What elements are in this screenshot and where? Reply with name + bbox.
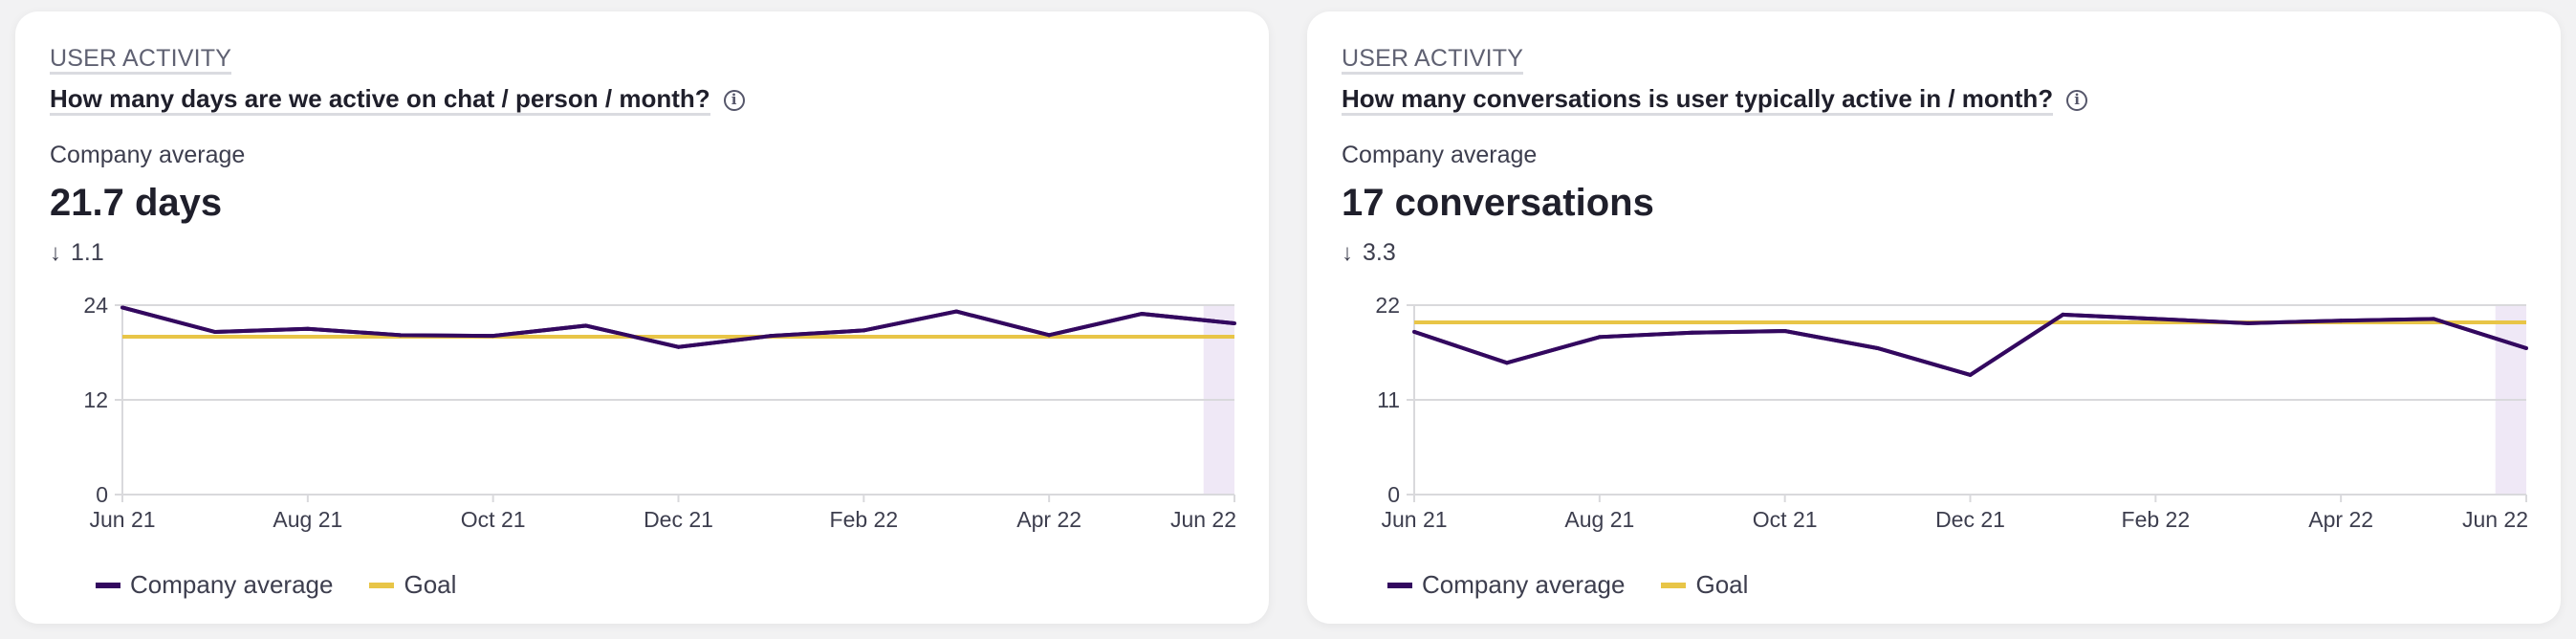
legend-item-company-average[interactable]: Company average (96, 570, 333, 600)
data-point (1412, 329, 1416, 334)
legend-swatch-series (96, 582, 120, 588)
data-point (212, 330, 217, 335)
user-activity-conversations-card: USER ACTIVITY How many conversations is … (1307, 11, 2561, 624)
chart-legend: Company average Goal (96, 570, 492, 600)
line-chart[interactable]: 0 12 24 Jun 21 Aug 21 Oct 21 Dec 21 Feb 22 Apr 2… (15, 11, 1269, 624)
data-point (1782, 329, 1787, 333)
arrow-down-icon: ↓ (1342, 239, 1353, 266)
y-tick-label: 0 (1387, 482, 1400, 507)
data-point (2061, 312, 2065, 317)
card-title[interactable]: How many days are we active on chat / pe… (50, 84, 710, 116)
data-point (1047, 333, 1052, 338)
data-point (2153, 317, 2158, 321)
x-tick-label: Aug 21 (1564, 507, 1634, 532)
legend-swatch-goal (369, 582, 395, 588)
legend-label: Goal (1695, 570, 1749, 599)
x-tick-label: Apr 22 (1016, 507, 1081, 532)
data-point (1597, 335, 1602, 340)
x-tick-label: Feb 22 (830, 507, 899, 532)
data-point (1968, 372, 1973, 377)
chart-legend: Company average Goal (1387, 570, 1784, 600)
data-point (1875, 346, 1880, 350)
data-point (676, 344, 681, 349)
metric-label: Company average (1342, 142, 1538, 168)
data-point (2339, 319, 2344, 323)
delta-value: 1.1 (71, 239, 104, 266)
data-point (2246, 320, 2251, 325)
card-eyebrow[interactable]: USER ACTIVITY (50, 46, 232, 75)
legend-swatch-goal (1661, 582, 1687, 588)
metric-value: 21.7 days (50, 182, 223, 224)
x-tick-label: Dec 21 (1935, 507, 2005, 532)
data-point (769, 334, 774, 339)
y-tick-label: 12 (83, 387, 108, 412)
data-point (1690, 330, 1694, 335)
y-tick-label: 0 (96, 482, 108, 507)
x-tick-label: Jun 21 (1381, 507, 1447, 532)
data-point (862, 328, 866, 333)
x-tick-label: Dec 21 (644, 507, 713, 532)
data-point (583, 323, 588, 328)
y-tick-label: 11 (1377, 387, 1400, 412)
x-tick-label: Jun 21 (89, 507, 155, 532)
x-tick-label: Feb 22 (2122, 507, 2191, 532)
data-point (305, 326, 310, 331)
info-circle-icon[interactable]: i (2066, 89, 2088, 111)
x-tick-label: Oct 21 (1753, 507, 1818, 532)
legend-label: Company average (1422, 570, 1626, 599)
delta-value: 3.3 (1363, 239, 1396, 266)
series-line-company-average-top (121, 305, 1235, 349)
x-tick-label: Oct 21 (461, 507, 526, 532)
legend-label: Goal (404, 570, 457, 599)
legend-item-goal[interactable]: Goal (1661, 570, 1748, 600)
card-title-row: How many days are we active on chat / pe… (50, 84, 745, 116)
data-point (1233, 320, 1236, 325)
data-point (1140, 312, 1145, 317)
data-point (491, 334, 495, 339)
data-point (2524, 346, 2528, 350)
metric-value: 17 conversations (1342, 182, 1654, 224)
data-point (120, 305, 124, 310)
x-tick-label: Jun 22 (2462, 507, 2528, 532)
arrow-down-icon: ↓ (50, 239, 61, 266)
data-point (954, 309, 959, 314)
legend-swatch-series (1387, 582, 1412, 588)
metric-delta: ↓ 3.3 (1342, 239, 1396, 267)
line-chart[interactable]: 0 11 22 Jun 21 Aug 21 Oct 21 Dec 21 Feb 22 Apr 2… (1307, 11, 2561, 624)
card-title-row: How many conversations is user typically… (1342, 84, 2088, 116)
legend-label: Company average (130, 570, 334, 599)
legend-item-company-average[interactable]: Company average (1387, 570, 1625, 600)
y-tick-label: 22 (1375, 293, 1400, 318)
data-point (2432, 317, 2436, 321)
x-tick-label: Aug 21 (273, 507, 342, 532)
legend-item-goal[interactable]: Goal (369, 570, 456, 600)
data-point (1504, 361, 1509, 365)
y-tick-label: 24 (83, 293, 108, 318)
user-activity-days-card: USER ACTIVITY How many days are we activ… (15, 11, 1269, 624)
card-eyebrow[interactable]: USER ACTIVITY (1342, 46, 1524, 75)
series-line-company-average (121, 305, 1235, 349)
metric-label: Company average (50, 142, 246, 168)
metric-delta: ↓ 1.1 (50, 239, 104, 267)
card-title[interactable]: How many conversations is user typically… (1342, 84, 2054, 116)
x-tick-label: Jun 22 (1170, 507, 1236, 532)
x-tick-label: Apr 22 (2308, 507, 2373, 532)
data-point (398, 333, 403, 338)
info-circle-icon[interactable]: i (723, 89, 745, 111)
